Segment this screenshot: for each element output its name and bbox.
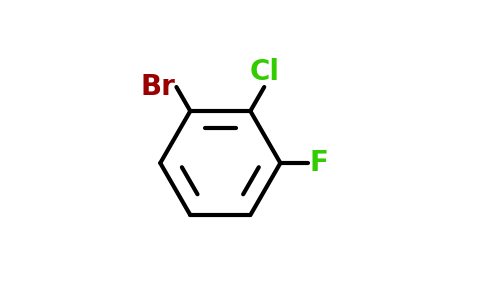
Text: Br: Br bbox=[140, 73, 175, 101]
Text: F: F bbox=[309, 149, 328, 177]
Text: Cl: Cl bbox=[249, 58, 279, 86]
